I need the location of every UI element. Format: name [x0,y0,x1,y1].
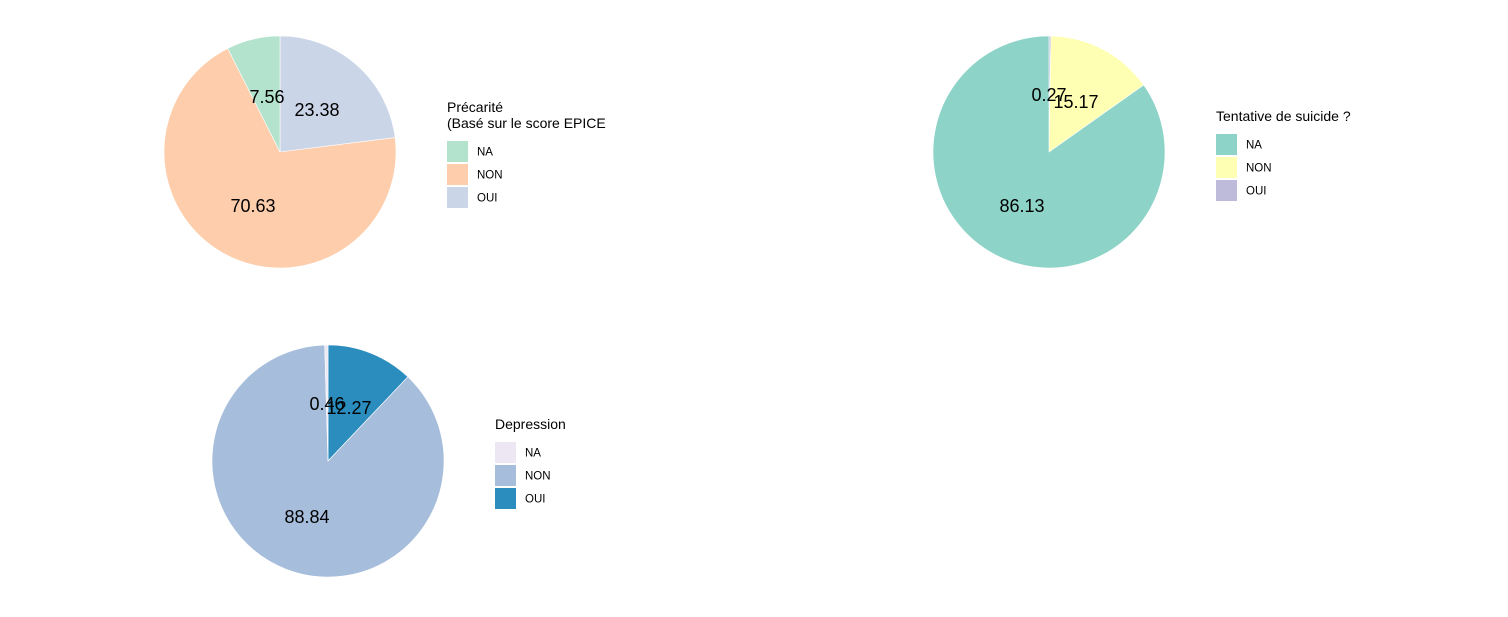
legend-label-na: NA [1246,140,1262,152]
legend-key-non [1216,157,1237,178]
legend-label-non: NON [1246,163,1272,175]
legend-title: Depression [495,416,566,432]
legend-label-na: NA [525,448,541,460]
legend-label-non: NON [525,471,551,483]
legend-key-na [447,141,468,162]
legend-key-non [495,465,516,486]
pie-slice-oui [327,344,409,462]
legend-key-oui [1216,180,1237,201]
legend-key-non [447,164,468,185]
legend-label-oui: OUI [477,193,497,205]
legend: Tentative de suicide ? NA NON OUI [1216,108,1351,201]
pie-chart-3: 0.46 88.84 12.27 [211,344,445,578]
slice-value-label: 15.17 [1053,92,1098,112]
slice-value-label: 86.13 [999,196,1044,216]
legend: Depression NA NON OUI [495,416,566,509]
legend-label-na: NA [477,147,493,159]
legend-title: Précarité [447,99,503,115]
pie-slice-non [1048,35,1145,153]
legend-key-oui [495,488,516,509]
pie-slice-oui [279,35,396,153]
legend-label-non: NON [477,170,503,182]
slice-value-label: 88.84 [284,507,329,527]
pie-slice-na [227,35,281,153]
legend-title: (Basé sur le score EPICE [447,115,606,131]
pie-slice-non [163,48,397,269]
slice-value-label: 0.46 [309,394,344,414]
pie-slice-na [324,344,329,462]
legend-key-na [1216,134,1237,155]
slice-value-label: 7.56 [249,87,284,107]
slice-value-label: 23.38 [294,100,339,120]
legend-title: Tentative de suicide ? [1216,108,1351,124]
legend-key-oui [447,187,468,208]
slice-value-label: 12.27 [326,398,371,418]
slice-value-label: 0.27 [1031,85,1066,105]
pie-slice-na [932,35,1166,269]
pie-chart-1: 7.56 70.63 23.38 [163,35,397,269]
pie-chart-2: 86.13 15.170.27 [932,35,1166,269]
legend-label-oui: OUI [525,494,545,506]
legend: Précarité (Basé sur le score EPICE NA NON O… [447,99,606,208]
pie-slice-non [211,344,445,578]
legend-key-na [495,442,516,463]
legend-label-oui: OUI [1246,186,1266,198]
slice-value-label: 70.63 [230,196,275,216]
